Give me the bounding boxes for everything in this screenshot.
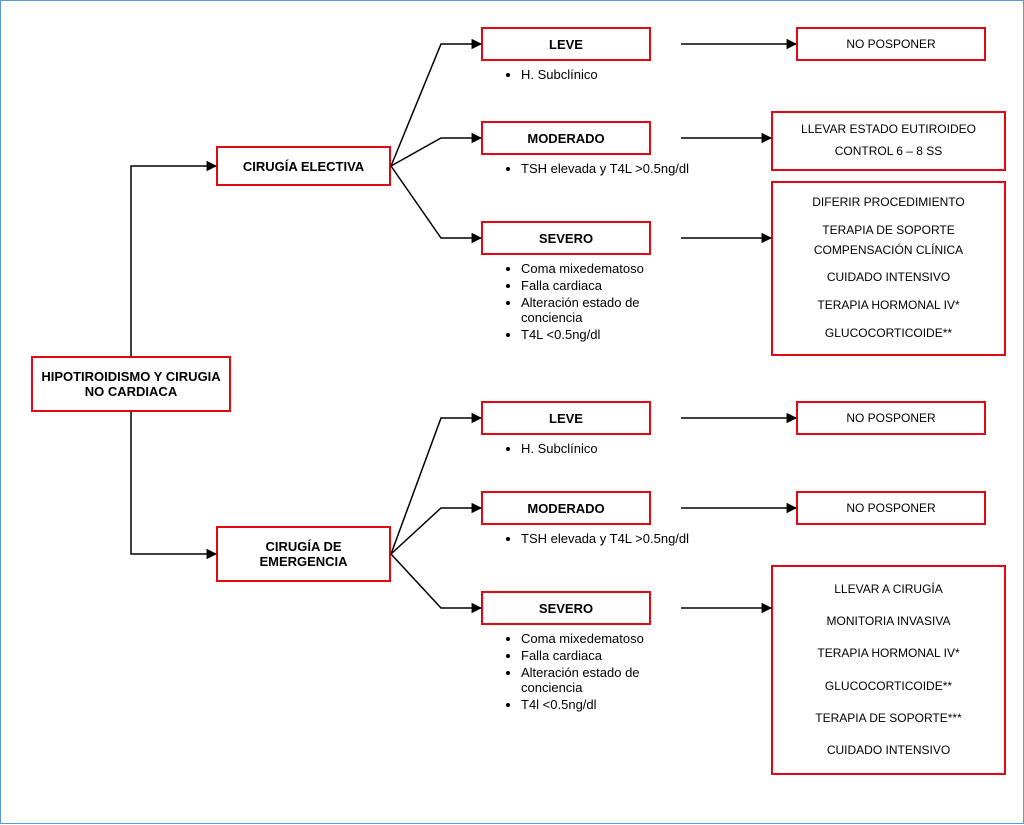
bullet-item: Alteración estado de conciencia bbox=[521, 665, 691, 695]
edge bbox=[391, 418, 481, 554]
bullet-item: H. Subclínico bbox=[521, 67, 691, 82]
action-electiva-leve: NO POSPONER bbox=[796, 27, 986, 61]
edge bbox=[131, 166, 216, 356]
action-electiva-severo: DIFERIR PROCEDIMIENTO TERAPIA DE SOPORTE … bbox=[771, 181, 1006, 356]
action-emergencia-leve: NO POSPONER bbox=[796, 401, 986, 435]
node-emergencia-moderado: MODERADO bbox=[481, 491, 651, 525]
bullet-item: Falla cardiaca bbox=[521, 648, 691, 663]
action-line: CONTROL 6 – 8 SS bbox=[781, 142, 996, 161]
edge bbox=[391, 508, 481, 554]
node-electiva-severo: SEVERO bbox=[481, 221, 651, 255]
node-electiva-moderado: MODERADO bbox=[481, 121, 651, 155]
action-line: DIFERIR PROCEDIMIENTO bbox=[781, 193, 996, 212]
bullets-electiva-leve: H. Subclínico bbox=[501, 65, 691, 84]
action-electiva-moderado: LLEVAR ESTADO EUTIROIDEO CONTROL 6 – 8 SS bbox=[771, 111, 1006, 171]
edge bbox=[391, 166, 481, 238]
root-node: HIPOTIROIDISMO Y CIRUGIA NO CARDIACA bbox=[31, 356, 231, 412]
root-label: HIPOTIROIDISMO Y CIRUGIA NO CARDIACA bbox=[41, 369, 221, 399]
bullets-electiva-severo: Coma mixedematoso Falla cardiaca Alteració… bbox=[501, 259, 691, 344]
action-line: MONITORIA INVASIVA bbox=[781, 612, 996, 631]
bullet-item: Alteración estado de conciencia bbox=[521, 295, 691, 325]
action-line: NO POSPONER bbox=[806, 409, 976, 428]
branch-electiva-label: CIRUGÍA ELECTIVA bbox=[243, 159, 364, 174]
action-emergencia-moderado: NO POSPONER bbox=[796, 491, 986, 525]
branch-emergencia-label: CIRUGÍA DE EMERGENCIA bbox=[226, 539, 381, 569]
node-emergencia-severo: SEVERO bbox=[481, 591, 651, 625]
node-label: LEVE bbox=[549, 411, 583, 426]
bullet-item: Coma mixedematoso bbox=[521, 631, 691, 646]
bullet-item: H. Subclínico bbox=[521, 441, 691, 456]
action-emergencia-severo: LLEVAR A CIRUGÍA MONITORIA INVASIVA TERAPI… bbox=[771, 565, 1006, 775]
branch-electiva: CIRUGÍA ELECTIVA bbox=[216, 146, 391, 186]
action-line: NO POSPONER bbox=[806, 499, 976, 518]
action-line: CUIDADO INTENSIVO bbox=[781, 741, 996, 760]
bullet-item: TSH elevada y T4L >0.5ng/dl bbox=[521, 161, 691, 176]
branch-emergencia: CIRUGÍA DE EMERGENCIA bbox=[216, 526, 391, 582]
action-line: LLEVAR A CIRUGÍA bbox=[781, 580, 996, 599]
action-line: CUIDADO INTENSIVO bbox=[781, 268, 996, 287]
action-line: TERAPIA DE SOPORTE COMPENSACIÓN CLÍNICA bbox=[781, 221, 996, 259]
flowchart-canvas: HIPOTIROIDISMO Y CIRUGIA NO CARDIACA CIR… bbox=[0, 0, 1024, 824]
bullets-emergencia-leve: H. Subclínico bbox=[501, 439, 691, 458]
edge bbox=[391, 44, 481, 166]
bullet-item: T4L <0.5ng/dl bbox=[521, 327, 691, 342]
bullets-emergencia-moderado: TSH elevada y T4L >0.5ng/dl bbox=[501, 529, 691, 548]
node-label: SEVERO bbox=[539, 601, 593, 616]
action-line: NO POSPONER bbox=[806, 35, 976, 54]
bullets-electiva-moderado: TSH elevada y T4L >0.5ng/dl bbox=[501, 159, 691, 178]
bullet-item: Falla cardiaca bbox=[521, 278, 691, 293]
node-label: SEVERO bbox=[539, 231, 593, 246]
node-emergencia-leve: LEVE bbox=[481, 401, 651, 435]
node-electiva-leve: LEVE bbox=[481, 27, 651, 61]
bullet-item: TSH elevada y T4L >0.5ng/dl bbox=[521, 531, 691, 546]
bullet-item: T4l <0.5ng/dl bbox=[521, 697, 691, 712]
edge bbox=[391, 554, 481, 608]
action-line: LLEVAR ESTADO EUTIROIDEO bbox=[781, 120, 996, 139]
action-line: TERAPIA HORMONAL IV* bbox=[781, 644, 996, 663]
bullets-emergencia-severo: Coma mixedematoso Falla cardiaca Alteració… bbox=[501, 629, 691, 714]
edge bbox=[391, 138, 481, 166]
bullet-item: Coma mixedematoso bbox=[521, 261, 691, 276]
action-line: TERAPIA DE SOPORTE*** bbox=[781, 709, 996, 728]
action-line: TERAPIA HORMONAL IV* bbox=[781, 296, 996, 315]
node-label: LEVE bbox=[549, 37, 583, 52]
action-line: GLUCOCORTICOIDE** bbox=[781, 677, 996, 696]
node-label: MODERADO bbox=[527, 131, 604, 146]
action-line: GLUCOCORTICOIDE** bbox=[781, 324, 996, 343]
edge bbox=[131, 412, 216, 554]
node-label: MODERADO bbox=[527, 501, 604, 516]
